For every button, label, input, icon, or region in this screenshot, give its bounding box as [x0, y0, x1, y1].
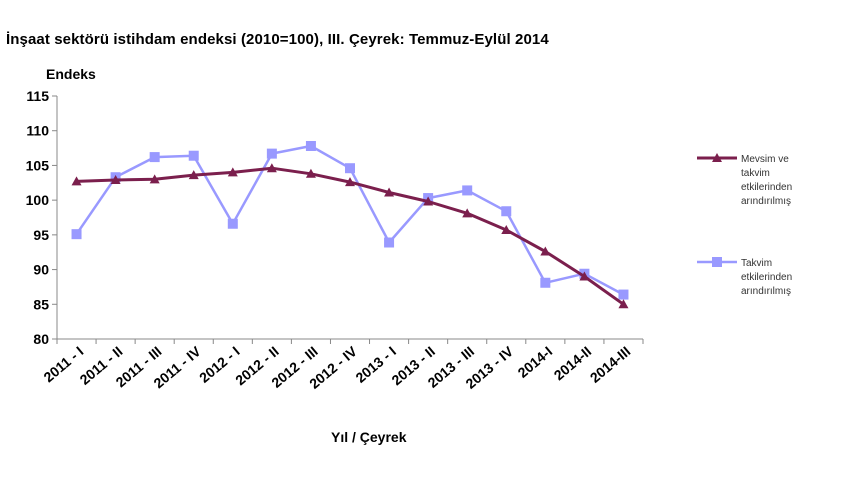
series-lines	[71, 140, 629, 309]
data-point-triangle	[579, 271, 590, 281]
data-point-triangle	[71, 176, 82, 186]
data-point-triangle	[501, 224, 512, 234]
data-point-square	[540, 277, 551, 288]
data-point-triangle	[266, 163, 277, 173]
y-tick-label: 110	[26, 123, 49, 139]
y-tick-label: 95	[33, 227, 49, 243]
legend-item-1: Mevsim ve takvim etkilerinden arındırılmış	[697, 153, 792, 207]
y-axis-title: Endeks	[46, 66, 96, 82]
data-point-triangle	[345, 177, 355, 187]
legend: Mevsim vetakvimetkilerindenarındırılmışT…	[697, 153, 792, 297]
data-point-square	[188, 150, 199, 161]
data-point-triangle	[149, 174, 160, 184]
y-tick-label: 100	[26, 192, 50, 208]
data-point-triangle	[384, 187, 395, 197]
data-point-triangle	[423, 196, 434, 206]
data-point-square	[462, 185, 473, 196]
x-tick-label: 2014-III	[587, 343, 634, 386]
data-point-square	[501, 206, 512, 217]
legend-label-line: arındırılmış	[741, 286, 791, 297]
series-2	[71, 140, 629, 300]
data-point-triangle	[188, 170, 199, 180]
data-point-triangle	[618, 299, 629, 309]
legend-marker-square	[712, 257, 722, 267]
legend-label-line: arındırılmış	[741, 196, 791, 207]
legend-label-line: etkilerinden	[741, 272, 792, 283]
data-point-square	[305, 140, 316, 151]
y-tick-label: 115	[26, 88, 49, 104]
x-tick-label: 2014-I	[515, 343, 556, 381]
x-tick-label: 2014-II	[551, 343, 595, 383]
legend-label-line: Takvim	[741, 258, 772, 269]
data-point-triangle	[227, 167, 238, 177]
x-axis-title: Yıl / Çeyrek	[331, 429, 407, 445]
data-point-square	[384, 237, 395, 248]
y-tick-label: 85	[33, 296, 49, 312]
data-point-square	[227, 218, 238, 229]
y-axis: 80 85 90 95 100 105 110 115	[26, 88, 58, 347]
legend-label-line: etkilerinden	[741, 182, 792, 193]
data-point-triangle	[305, 168, 316, 178]
y-tick-label: 80	[33, 331, 49, 347]
chart-title: İnşaat sektörü istihdam endeksi (2010=10…	[6, 31, 549, 48]
y-tick-label: 105	[26, 157, 50, 173]
data-point-square	[345, 163, 355, 174]
data-point-triangle	[110, 175, 121, 185]
data-point-triangle	[462, 208, 473, 218]
data-point-square	[149, 152, 160, 163]
y-tick-label: 90	[33, 262, 49, 278]
data-point-triangle	[540, 246, 551, 256]
legend-marker-triangle	[712, 153, 722, 162]
data-point-square	[266, 148, 277, 159]
series-1	[71, 163, 629, 309]
data-point-square	[71, 229, 82, 240]
legend-label-line: Mevsim ve	[741, 154, 789, 165]
data-point-square	[618, 289, 629, 300]
legend-item-2: Takvim etkilerinden arındırılmış	[697, 257, 792, 297]
legend-label-line: takvim	[741, 168, 770, 179]
